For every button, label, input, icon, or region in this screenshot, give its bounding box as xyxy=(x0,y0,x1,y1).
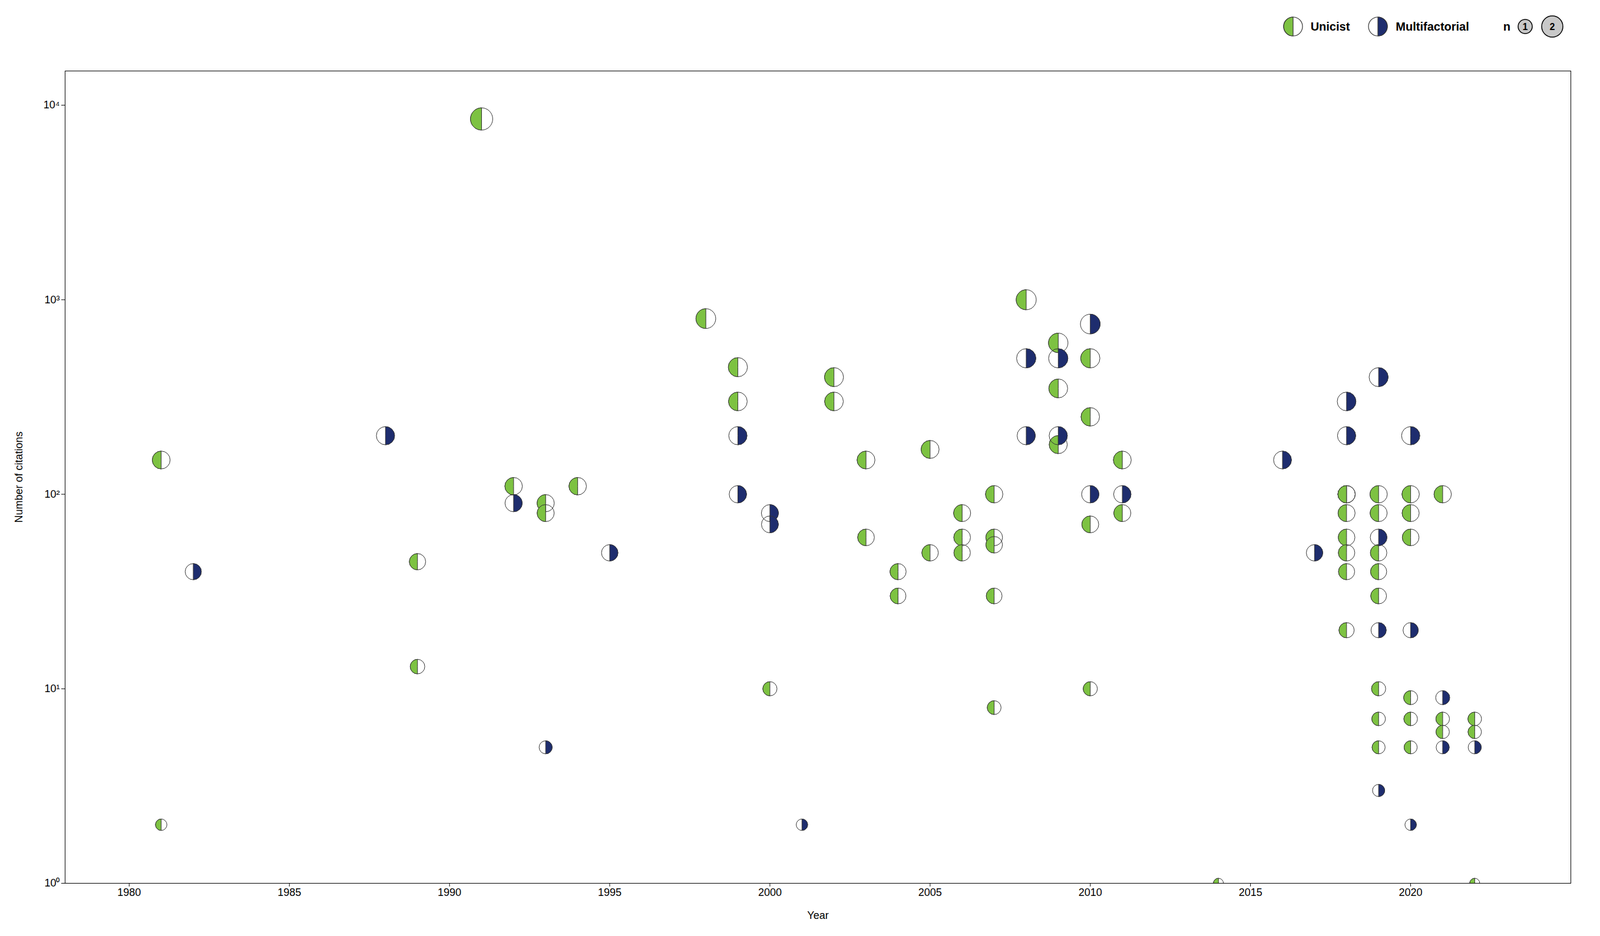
svg-text:10²: 10² xyxy=(44,488,60,501)
svg-text:10³: 10³ xyxy=(44,293,60,306)
svg-text:2000: 2000 xyxy=(758,886,782,899)
svg-text:1980: 1980 xyxy=(117,886,141,899)
svg-text:10¹: 10¹ xyxy=(44,682,60,695)
html-text:Multifactorial: Multifactorial xyxy=(1395,19,1470,33)
svg-text:Year: Year xyxy=(807,909,829,922)
html-text:Unicist: Unicist xyxy=(1310,19,1350,33)
svg-text:Number of citations: Number of citations xyxy=(12,431,25,523)
svg-text:2015: 2015 xyxy=(1238,886,1263,899)
svg-text:1: 1 xyxy=(1522,21,1529,32)
svg-text:10⁴: 10⁴ xyxy=(43,98,61,111)
html-text:n: n xyxy=(1503,19,1511,33)
svg-text:10⁰: 10⁰ xyxy=(44,877,60,889)
svg-text:2: 2 xyxy=(1549,21,1556,32)
svg-text:1985: 1985 xyxy=(277,886,302,899)
svg-text:2020: 2020 xyxy=(1399,886,1423,899)
svg-text:1990: 1990 xyxy=(437,886,462,899)
svg-text:2005: 2005 xyxy=(918,886,942,899)
svg-text:1995: 1995 xyxy=(597,886,622,899)
svg-text:2010: 2010 xyxy=(1078,886,1103,899)
